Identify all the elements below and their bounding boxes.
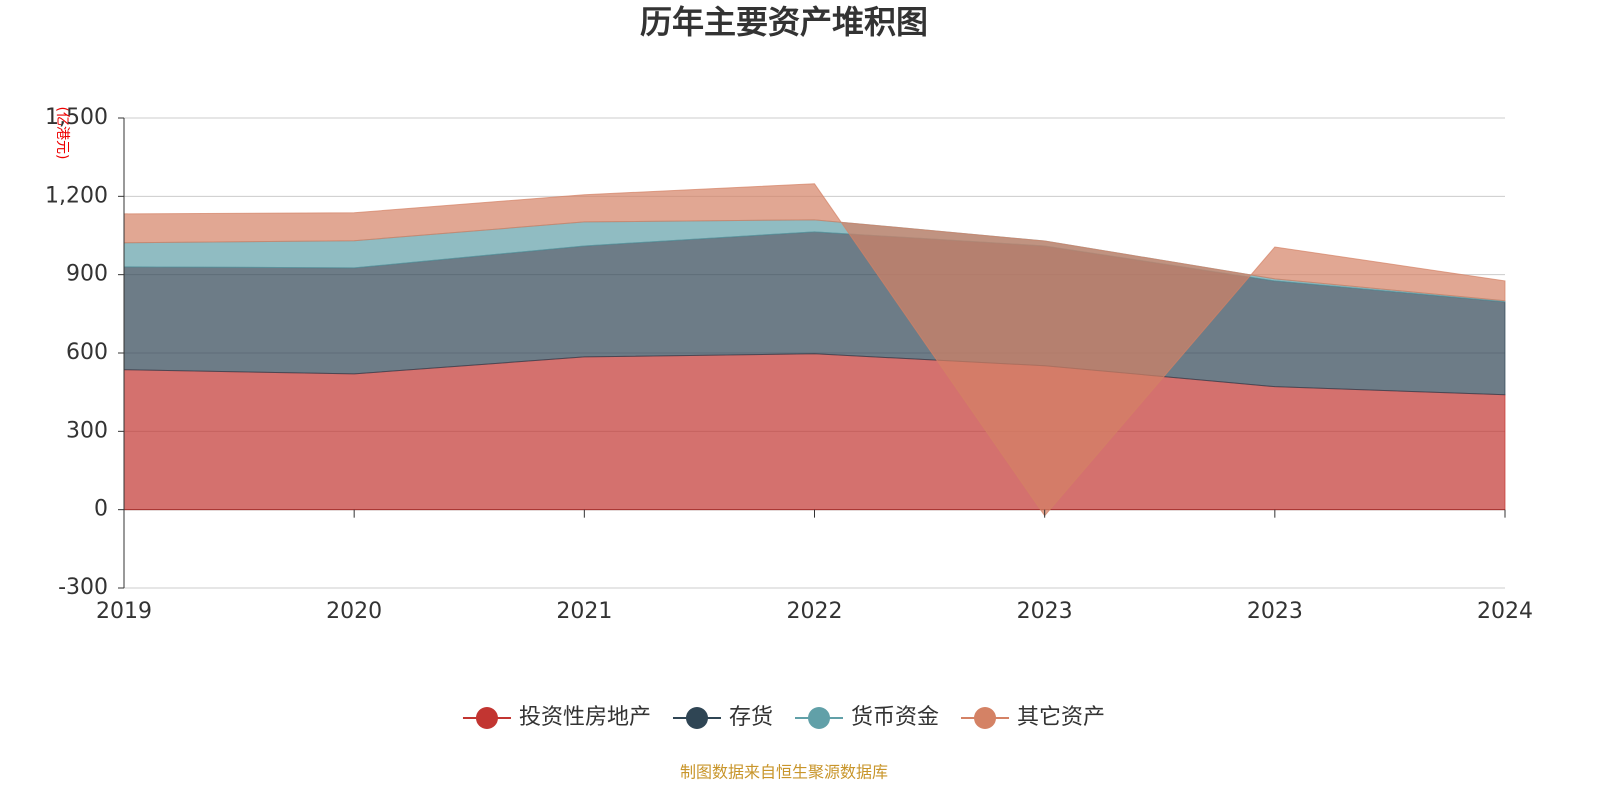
y-tick-label: 1,200 <box>45 183 108 208</box>
x-tick-label: 2024 <box>1477 599 1533 624</box>
legend-item[interactable]: 货币资金 <box>795 705 939 730</box>
legend: 投资性房地产 存货 货币资金 其它资产 <box>462 705 1105 730</box>
legend-item[interactable]: 其它资产 <box>961 705 1105 730</box>
y-axis-label: (亿港元) <box>54 107 70 160</box>
y-tick-label: 900 <box>66 262 108 287</box>
legend-item[interactable]: 投资性房地产 <box>462 705 651 730</box>
legend-label: 存货 <box>729 705 773 730</box>
legend-item[interactable]: 存货 <box>672 705 773 730</box>
x-tick-label: 2020 <box>326 599 382 624</box>
area <box>123 183 1506 517</box>
legend-marker <box>974 707 997 729</box>
legend-marker <box>808 707 830 729</box>
y-tick-label: 1,500 <box>45 105 108 130</box>
x-tick-label: 2023 <box>1247 599 1303 624</box>
y-tick-label: 600 <box>66 340 108 365</box>
x-tick-label: 2019 <box>96 599 152 624</box>
x-tick-label: 2023 <box>1017 599 1073 624</box>
legend-label: 投资性房地产 <box>519 705 651 730</box>
legend-label: 其它资产 <box>1017 705 1105 730</box>
legend-marker <box>685 707 708 729</box>
legend-marker <box>475 707 498 729</box>
y-tick-label: 300 <box>66 418 108 443</box>
y-tick-label: 0 <box>94 497 108 522</box>
y-tick-label: -300 <box>58 575 108 600</box>
area-layer <box>123 183 1506 517</box>
source-note: 制图数据来自恒生聚源数据库 <box>680 763 888 782</box>
x-tick-label: 2021 <box>556 599 612 624</box>
legend-label: 货币资金 <box>851 705 939 730</box>
axis-layer: -300 0 300 600 900 1,200 1,500 2019 2020 2021 2022… <box>45 105 1533 624</box>
chart-title: 历年主要资产堆积图 <box>640 3 928 41</box>
x-tick-label: 2022 <box>787 599 843 624</box>
